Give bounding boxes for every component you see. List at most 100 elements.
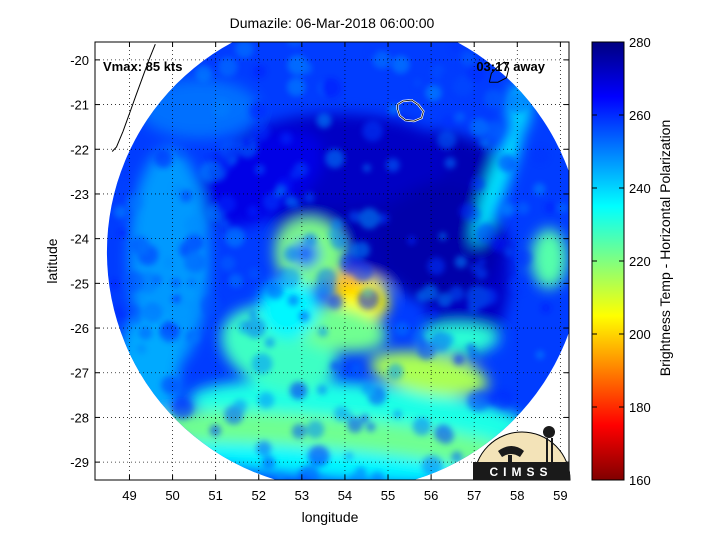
madagascar-coastline — [111, 44, 156, 152]
texture-dot — [179, 189, 193, 203]
x-tick-label: 56 — [424, 488, 438, 503]
colorbar-tick-label: 220 — [629, 254, 651, 269]
x-axis-label: longitude — [302, 509, 359, 525]
texture-dot — [123, 271, 145, 293]
brightness-temperature-swath — [106, 42, 583, 480]
texture-dot — [219, 139, 240, 160]
texture-dot — [184, 233, 204, 253]
texture-dot — [437, 292, 453, 308]
texture-dot — [460, 51, 476, 67]
cimss-logo: CIMSS — [473, 426, 571, 481]
texture-dot — [391, 55, 410, 74]
texture-dot — [544, 201, 556, 214]
texture-dot — [533, 182, 546, 196]
texture-dot — [387, 363, 404, 380]
texture-dot — [330, 232, 348, 250]
texture-dot — [154, 149, 173, 169]
y-tick-label: -23 — [70, 187, 89, 202]
texture-dot — [535, 350, 545, 360]
logo-satellite-dish-icon — [498, 446, 524, 457]
texture-dot — [393, 410, 402, 419]
texture-dot — [228, 273, 243, 288]
texture-dot — [367, 47, 378, 58]
texture-dot — [276, 473, 285, 480]
texture-dot — [479, 137, 490, 148]
texture-dot — [344, 452, 353, 461]
texture-dot — [329, 361, 340, 371]
texture-dot — [361, 382, 375, 396]
x-tick-label: 55 — [381, 488, 395, 503]
x-tick-label: 49 — [122, 488, 136, 503]
swath-layer — [106, 42, 583, 480]
y-tick-label: -28 — [70, 410, 89, 425]
texture-dot — [287, 54, 308, 76]
texture-dot — [454, 255, 468, 269]
texture-dot — [211, 98, 231, 118]
texture-dot — [444, 157, 456, 169]
texture-dot — [316, 113, 332, 129]
texture-dot — [317, 384, 328, 395]
texture-dot — [437, 130, 457, 150]
texture-dot — [109, 279, 120, 290]
texture-dot — [330, 218, 344, 232]
texture-dot — [242, 321, 251, 330]
texture-dot — [348, 210, 361, 223]
texture-dot — [138, 325, 153, 340]
texture-dot — [541, 303, 551, 313]
y-tick-label: -25 — [70, 276, 89, 291]
texture-dot — [289, 169, 301, 180]
y-axis-label: latitude — [44, 238, 60, 283]
texture-dot — [484, 120, 504, 140]
texture-dot — [412, 417, 431, 436]
texture-dot — [254, 164, 265, 175]
texture-dot — [468, 349, 480, 361]
brightness-temp-feature — [139, 78, 260, 139]
brightness-temp-feature — [291, 239, 320, 268]
texture-dot — [266, 282, 284, 300]
texture-dot — [316, 267, 337, 289]
texture-dot — [572, 252, 583, 263]
texture-dot — [425, 84, 442, 102]
texture-dot — [291, 423, 307, 439]
texture-dot — [126, 194, 143, 211]
texture-dot — [477, 257, 486, 267]
brightness-temp-feature — [473, 112, 525, 245]
texture-dot — [306, 420, 325, 439]
x-tick-label: 52 — [252, 488, 266, 503]
colorbar-tick-label: 180 — [629, 400, 651, 415]
texture-dot — [459, 202, 477, 221]
colorbar-label: Brightness Temp - Horizontal Polarizatio… — [657, 120, 673, 377]
texture-dot — [453, 354, 464, 366]
texture-dot — [328, 294, 343, 310]
texture-dot — [121, 304, 131, 314]
brightness-temp-feature — [159, 442, 499, 480]
texture-dot — [130, 236, 150, 255]
axes-frame — [94, 41, 570, 481]
x-tick-label: 50 — [165, 488, 179, 503]
texture-dot — [372, 50, 391, 70]
texture-dot — [217, 194, 236, 214]
texture-dot — [358, 207, 380, 230]
texture-dot — [176, 148, 187, 158]
texture-dot — [264, 337, 275, 348]
texture-dot — [469, 118, 489, 137]
chart-title: Dumazile: 06-Mar-2018 06:00:00 — [230, 15, 435, 31]
grid-lines — [95, 42, 569, 480]
texture-dot — [186, 277, 197, 288]
brightness-temp-feature — [139, 411, 519, 467]
texture-dot — [284, 195, 297, 208]
texture-dot — [184, 252, 206, 274]
vmax-annotation: Vmax: 85 kts — [103, 59, 183, 74]
texture-dot — [483, 89, 503, 109]
texture-dot — [362, 163, 371, 173]
texture-dot — [248, 267, 261, 280]
texture-dot — [501, 202, 515, 217]
texture-dot — [450, 42, 462, 53]
texture-dot — [353, 241, 371, 259]
texture-dot — [163, 256, 175, 269]
colorbar-ticks: 280 260 240 220 200 180 160 — [592, 35, 651, 488]
reunion-island-outline-inner — [397, 99, 424, 122]
texture-dot — [466, 285, 489, 307]
texture-dot — [514, 249, 532, 267]
coastline-layer — [111, 44, 510, 152]
